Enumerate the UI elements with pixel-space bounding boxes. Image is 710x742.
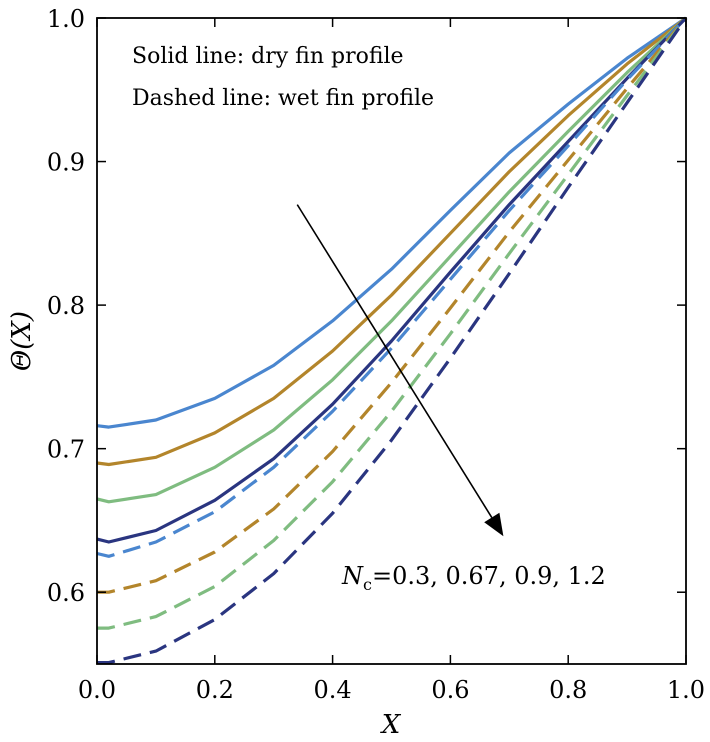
dry-line-1 xyxy=(96,16,687,429)
wet-line-2 xyxy=(97,16,688,594)
y-axis-title: Θ(X) xyxy=(7,311,37,371)
annotation-label: Nc=0.3, 0.67, 0.9, 1.2 xyxy=(341,562,606,594)
x-tick-label: 0.4 xyxy=(314,676,352,704)
x-tick-label: 0.8 xyxy=(549,676,587,704)
x-tick-label: 0.2 xyxy=(196,676,234,704)
x-tick-label: 0.0 xyxy=(78,676,116,704)
y-tick-label: 0.9 xyxy=(47,149,85,177)
x-tick-label: 0.6 xyxy=(431,676,469,704)
arrow-shaft xyxy=(296,204,493,518)
dry-line-3 xyxy=(96,16,688,504)
dry-line-2 xyxy=(96,16,687,467)
wet-line-1 xyxy=(96,16,688,558)
trend-arrow xyxy=(296,204,504,537)
axis-ticks: 0.0 0.2 0.4 0.6 0.8 1.0 0.6 0.7 0.8 0.9 1.0 xyxy=(47,5,705,704)
x-axis-title: X xyxy=(380,710,402,740)
series-lines xyxy=(96,16,688,665)
y-tick-label: 1.0 xyxy=(47,5,85,33)
x-tick-label: 1.0 xyxy=(667,676,705,704)
y-tick-label: 0.8 xyxy=(47,292,85,320)
dry-line-4 xyxy=(96,16,688,544)
note-wet: Dashed line: wet fin profile xyxy=(132,86,434,111)
plot-frame xyxy=(96,17,687,665)
wet-line-4 xyxy=(97,17,688,665)
arrow-head xyxy=(484,512,504,537)
note-dry: Solid line: dry fin profile xyxy=(132,44,404,69)
y-tick-label: 0.6 xyxy=(47,579,85,607)
y-tick-label: 0.7 xyxy=(47,436,85,464)
wet-line-3 xyxy=(97,17,688,630)
